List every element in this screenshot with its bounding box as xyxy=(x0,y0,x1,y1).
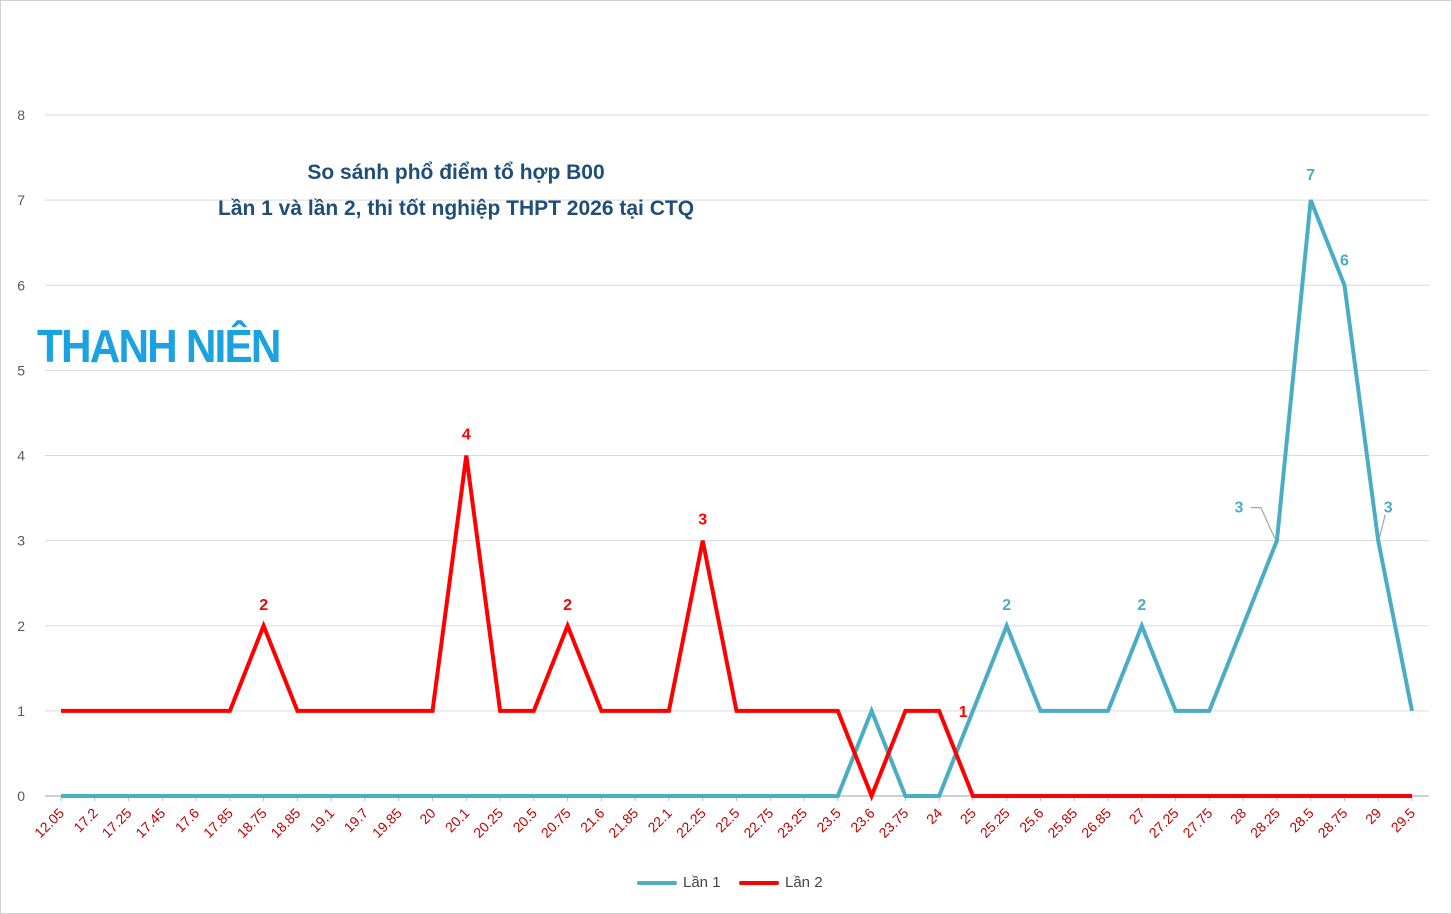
x-tick-label: 25 xyxy=(957,805,979,827)
data-label-lan-2: 4 xyxy=(462,427,471,444)
x-tick-label: 27 xyxy=(1126,805,1148,827)
legend-item-lan-2: Lần 2 xyxy=(739,874,823,891)
x-tick-label: 25.6 xyxy=(1016,805,1047,836)
y-axis-ticks: 0 1 2 3 4 5 6 7 8 xyxy=(17,107,25,804)
x-tick-label: 17.6 xyxy=(172,805,203,836)
data-label-lan-1: 3 xyxy=(1234,500,1243,517)
x-tick-label: 17.45 xyxy=(132,805,168,841)
series-lines xyxy=(61,199,1414,802)
data-label-lan-1: 2 xyxy=(1137,597,1146,614)
data-label-lan-1: 6 xyxy=(1340,252,1349,269)
x-tick-label: 20 xyxy=(416,805,438,827)
data-labels: 2 2 3 7 6 3 2 4 2 3 1 xyxy=(259,167,1393,721)
x-tick-label: 28.75 xyxy=(1314,805,1350,841)
thanh-nien-logo: THANH NIÊN xyxy=(37,320,281,372)
x-tick-label: 12.05 xyxy=(31,805,67,841)
x-tick-label: 22.5 xyxy=(712,805,743,836)
x-tick-label: 22.1 xyxy=(644,805,675,836)
x-tick-label: 20.1 xyxy=(442,805,473,836)
y-tick-label: 0 xyxy=(17,788,25,804)
x-tick-label: 17.85 xyxy=(200,805,236,841)
x-tick-label: 25.25 xyxy=(977,805,1013,841)
chart-subtitle: Lần 1 và lần 2, thi tốt nghiệp THPT 2026… xyxy=(217,197,695,220)
y-tick-label: 7 xyxy=(17,192,25,208)
x-tick-label: 28.5 xyxy=(1286,805,1317,836)
x-tick-label: 28.25 xyxy=(1247,805,1283,841)
data-label-lan-2: 3 xyxy=(698,512,707,529)
x-tick-label: 21.85 xyxy=(605,805,641,841)
series-line-lan-1 xyxy=(61,199,1414,798)
y-tick-label: 5 xyxy=(17,362,25,378)
leader-line xyxy=(1378,514,1386,539)
x-tick-label: 19.1 xyxy=(307,805,338,836)
legend-label-lan-1: Lần 1 xyxy=(683,874,721,891)
x-tick-label: 17.2 xyxy=(70,805,101,836)
x-tick-label: 18.75 xyxy=(234,805,270,841)
x-tick-label: 18.85 xyxy=(267,805,303,841)
x-tick-label: 27.25 xyxy=(1146,805,1182,841)
x-tick-label: 20.25 xyxy=(470,805,506,841)
x-tick-label: 23.75 xyxy=(875,805,911,841)
x-tick-label: 27.75 xyxy=(1179,805,1215,841)
y-tick-label: 2 xyxy=(17,618,25,634)
data-label-lan-1: 3 xyxy=(1384,500,1393,517)
data-label-lan-1: 2 xyxy=(1002,597,1011,614)
data-label-lan-2: 1 xyxy=(959,704,968,721)
x-tick-label: 29 xyxy=(1362,805,1384,827)
x-tick-label: 28 xyxy=(1227,805,1249,827)
y-tick-label: 1 xyxy=(17,703,25,719)
legend-item-lan-1: Lần 1 xyxy=(637,874,721,891)
data-label-lan-2: 2 xyxy=(259,597,268,614)
x-tick-label: 21.6 xyxy=(577,805,608,836)
chart-title: So sánh phổ điểm tổ hợp B00 xyxy=(307,161,605,184)
series-line-lan-2 xyxy=(61,455,1412,802)
y-tick-label: 3 xyxy=(17,533,25,549)
x-tick-label: 20.75 xyxy=(538,805,574,841)
x-tick-label: 17.25 xyxy=(99,805,135,841)
x-tick-label: 19.7 xyxy=(341,805,372,836)
legend-swatch-lan-2 xyxy=(739,880,779,885)
data-label-lan-2: 2 xyxy=(563,597,572,614)
data-label-lan-1: 7 xyxy=(1306,167,1315,184)
y-tick-label: 4 xyxy=(17,448,25,464)
y-tick-label: 6 xyxy=(17,277,25,293)
x-tick-label: 29.5 xyxy=(1388,805,1419,836)
legend-swatch-lan-1 xyxy=(637,880,677,885)
leader-line xyxy=(1250,507,1276,539)
y-tick-label: 8 xyxy=(17,107,25,123)
x-tick-label: 23.25 xyxy=(774,805,810,841)
x-tick-label: 19.85 xyxy=(369,805,405,841)
x-tick-label: 22.75 xyxy=(740,805,776,841)
x-tick-label: 22.25 xyxy=(673,805,709,841)
x-tick-label: 25.85 xyxy=(1044,805,1080,841)
x-tick-label: 26.85 xyxy=(1078,805,1114,841)
x-tick-label: 23.6 xyxy=(847,805,878,836)
x-tick-label: 24 xyxy=(923,805,945,827)
legend-label-lan-2: Lần 2 xyxy=(785,874,823,891)
x-tick-label: 20.5 xyxy=(509,805,540,836)
x-tick-label: 23.5 xyxy=(813,805,844,836)
